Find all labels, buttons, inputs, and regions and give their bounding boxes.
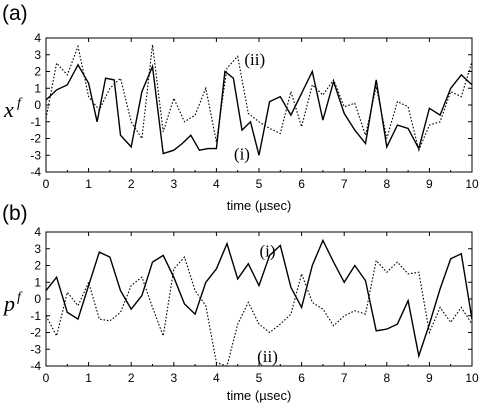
- y-tick-label: 3: [34, 242, 41, 256]
- x-tick-label: 2: [128, 177, 135, 191]
- y-axis-label: p: [2, 291, 15, 316]
- y-axis-label-superscript: f: [17, 290, 23, 305]
- series-annotation: (ii): [257, 347, 278, 366]
- x-tick-label: 4: [213, 371, 220, 385]
- x-tick-label: 2: [128, 371, 135, 385]
- series-line-i: [45, 238, 473, 359]
- x-tick-label: 3: [170, 371, 177, 385]
- series-annotation: (i): [259, 241, 275, 260]
- x-tick-label: 9: [426, 177, 433, 191]
- y-tick-label: 1: [34, 275, 41, 289]
- x-tick-label: 7: [341, 177, 348, 191]
- y-tick-label: -1: [30, 309, 41, 323]
- y-tick-label: -4: [30, 359, 41, 373]
- series-annotation: (i): [234, 145, 250, 164]
- panel-label: (b): [2, 202, 28, 225]
- x-tick-label: 10: [465, 371, 479, 385]
- y-tick-label: 1: [34, 81, 41, 95]
- x-tick-label: 3: [170, 177, 177, 191]
- y-tick-label: -4: [30, 165, 41, 179]
- y-tick-label: -2: [30, 326, 41, 340]
- y-tick-label: 2: [34, 259, 41, 273]
- series-line-ii: [45, 44, 473, 152]
- x-axis-label: time (µsec): [227, 198, 292, 213]
- x-tick-label: 1: [85, 371, 92, 385]
- x-tick-label: 6: [298, 177, 305, 191]
- x-tick-label: 0: [43, 371, 50, 385]
- y-axis-label: x: [3, 97, 14, 122]
- x-tick-label: 4: [213, 177, 220, 191]
- y-tick-label: 0: [34, 98, 41, 112]
- series-annotation: (ii): [244, 50, 265, 69]
- x-tick-label: 5: [256, 371, 263, 385]
- series-line-ii: [45, 256, 473, 367]
- x-axis-label: time (µsec): [227, 388, 292, 403]
- y-tick-label: -2: [30, 132, 41, 146]
- y-tick-label: -1: [30, 115, 41, 129]
- x-tick-label: 0: [43, 177, 50, 191]
- x-tick-label: 5: [256, 177, 263, 191]
- x-tick-label: 9: [426, 371, 433, 385]
- y-tick-label: 2: [34, 65, 41, 79]
- y-tick-label: 4: [34, 225, 41, 239]
- x-tick-label: 8: [383, 177, 390, 191]
- panel-label: (a): [2, 2, 28, 25]
- x-tick-label: 7: [341, 371, 348, 385]
- series-line-i: [45, 63, 473, 156]
- x-tick-label: 6: [298, 371, 305, 385]
- y-axis-label-superscript: f: [17, 96, 23, 111]
- y-tick-label: 3: [34, 48, 41, 62]
- y-tick-label: -3: [30, 148, 41, 162]
- y-tick-label: 0: [34, 292, 41, 306]
- x-tick-label: 1: [85, 177, 92, 191]
- x-tick-label: 10: [465, 177, 479, 191]
- y-tick-label: -3: [30, 342, 41, 356]
- x-tick-label: 8: [383, 371, 390, 385]
- y-tick-label: 4: [34, 31, 41, 45]
